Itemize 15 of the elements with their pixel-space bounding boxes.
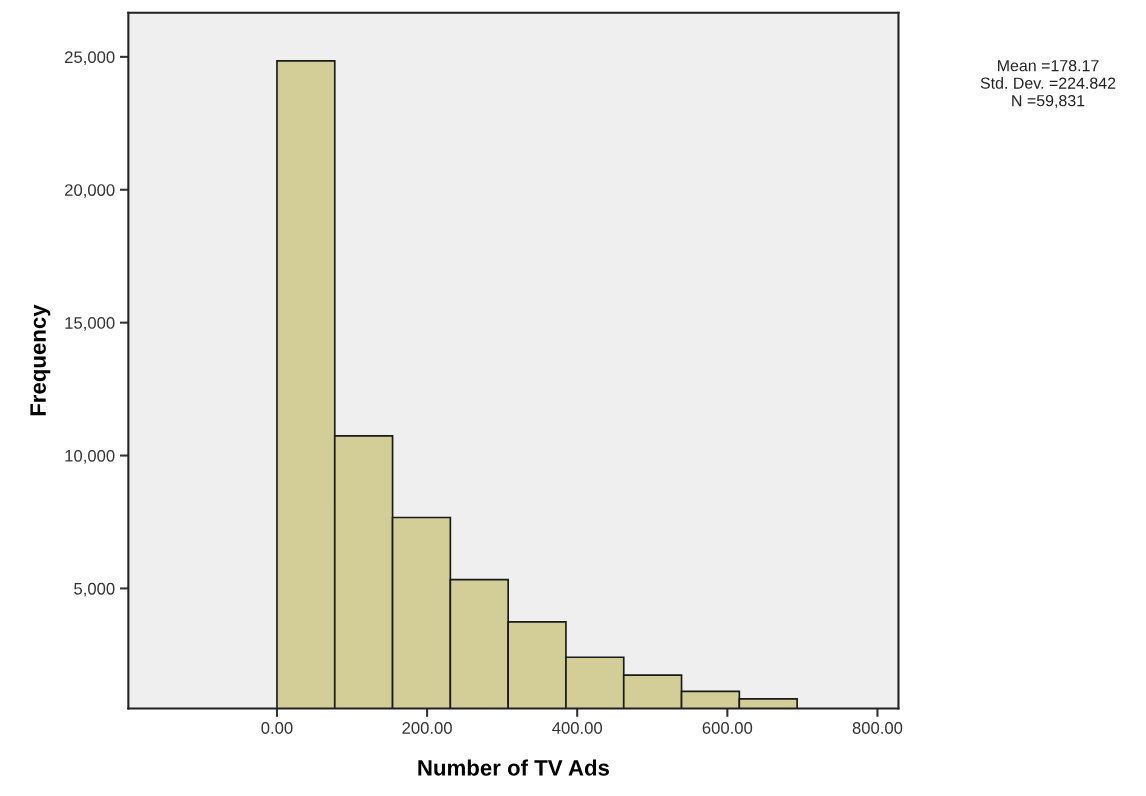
text: Mean =178.17 (998, 59, 1099, 72)
y-tick-label: 10,000 (65, 449, 115, 464)
x-tick-label: 200.00 (402, 722, 452, 734)
y-tick-label: 5,000 (74, 582, 115, 597)
y-tick-label: 20,000 (65, 184, 115, 198)
text: Std. Dev. =224.842 (980, 77, 1116, 89)
text: N =59,831 (1012, 94, 1085, 109)
x-tick-label: 400.00 (552, 722, 603, 734)
y-axis-title: Frequency (30, 304, 51, 416)
y-tick-label: 15,000 (65, 317, 115, 331)
x-axis-title: Number of TV Ads (418, 759, 609, 776)
y-tick-label: 25,000 (65, 51, 115, 66)
x-tick-label: 800.00 (852, 722, 903, 734)
x-tick-label: 0.00 (261, 722, 293, 734)
x-tick-label: 600.00 (702, 722, 753, 734)
